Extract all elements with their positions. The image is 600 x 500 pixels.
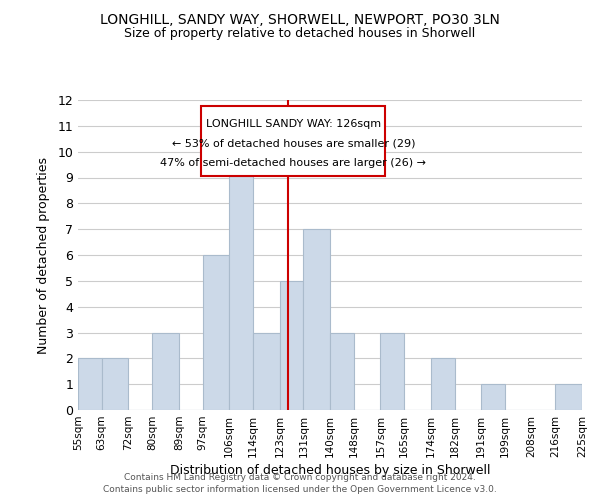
Bar [253, 332, 280, 410]
Bar [481, 384, 505, 410]
Text: LONGHILL SANDY WAY: 126sqm: LONGHILL SANDY WAY: 126sqm [206, 118, 381, 128]
Text: ← 53% of detached houses are smaller (29): ← 53% of detached houses are smaller (29… [172, 138, 415, 148]
FancyBboxPatch shape [202, 106, 385, 176]
Bar [431, 358, 455, 410]
Bar [304, 229, 330, 410]
Text: LONGHILL, SANDY WAY, SHORWELL, NEWPORT, PO30 3LN: LONGHILL, SANDY WAY, SHORWELL, NEWPORT, … [100, 12, 500, 26]
Bar [203, 255, 229, 410]
Bar [556, 384, 582, 410]
Bar [78, 358, 102, 410]
Y-axis label: Number of detached properties: Number of detached properties [37, 156, 50, 354]
Bar [229, 152, 253, 410]
Text: Contains HM Land Registry data © Crown copyright and database right 2024.: Contains HM Land Registry data © Crown c… [124, 472, 476, 482]
Bar [152, 332, 179, 410]
Text: Contains public sector information licensed under the Open Government Licence v3: Contains public sector information licen… [103, 485, 497, 494]
Bar [102, 358, 128, 410]
Text: 47% of semi-detached houses are larger (26) →: 47% of semi-detached houses are larger (… [160, 158, 427, 168]
Bar [582, 384, 600, 410]
Bar [280, 281, 304, 410]
Bar [380, 332, 404, 410]
Text: Size of property relative to detached houses in Shorwell: Size of property relative to detached ho… [124, 28, 476, 40]
X-axis label: Distribution of detached houses by size in Shorwell: Distribution of detached houses by size … [170, 464, 490, 477]
Bar [330, 332, 354, 410]
